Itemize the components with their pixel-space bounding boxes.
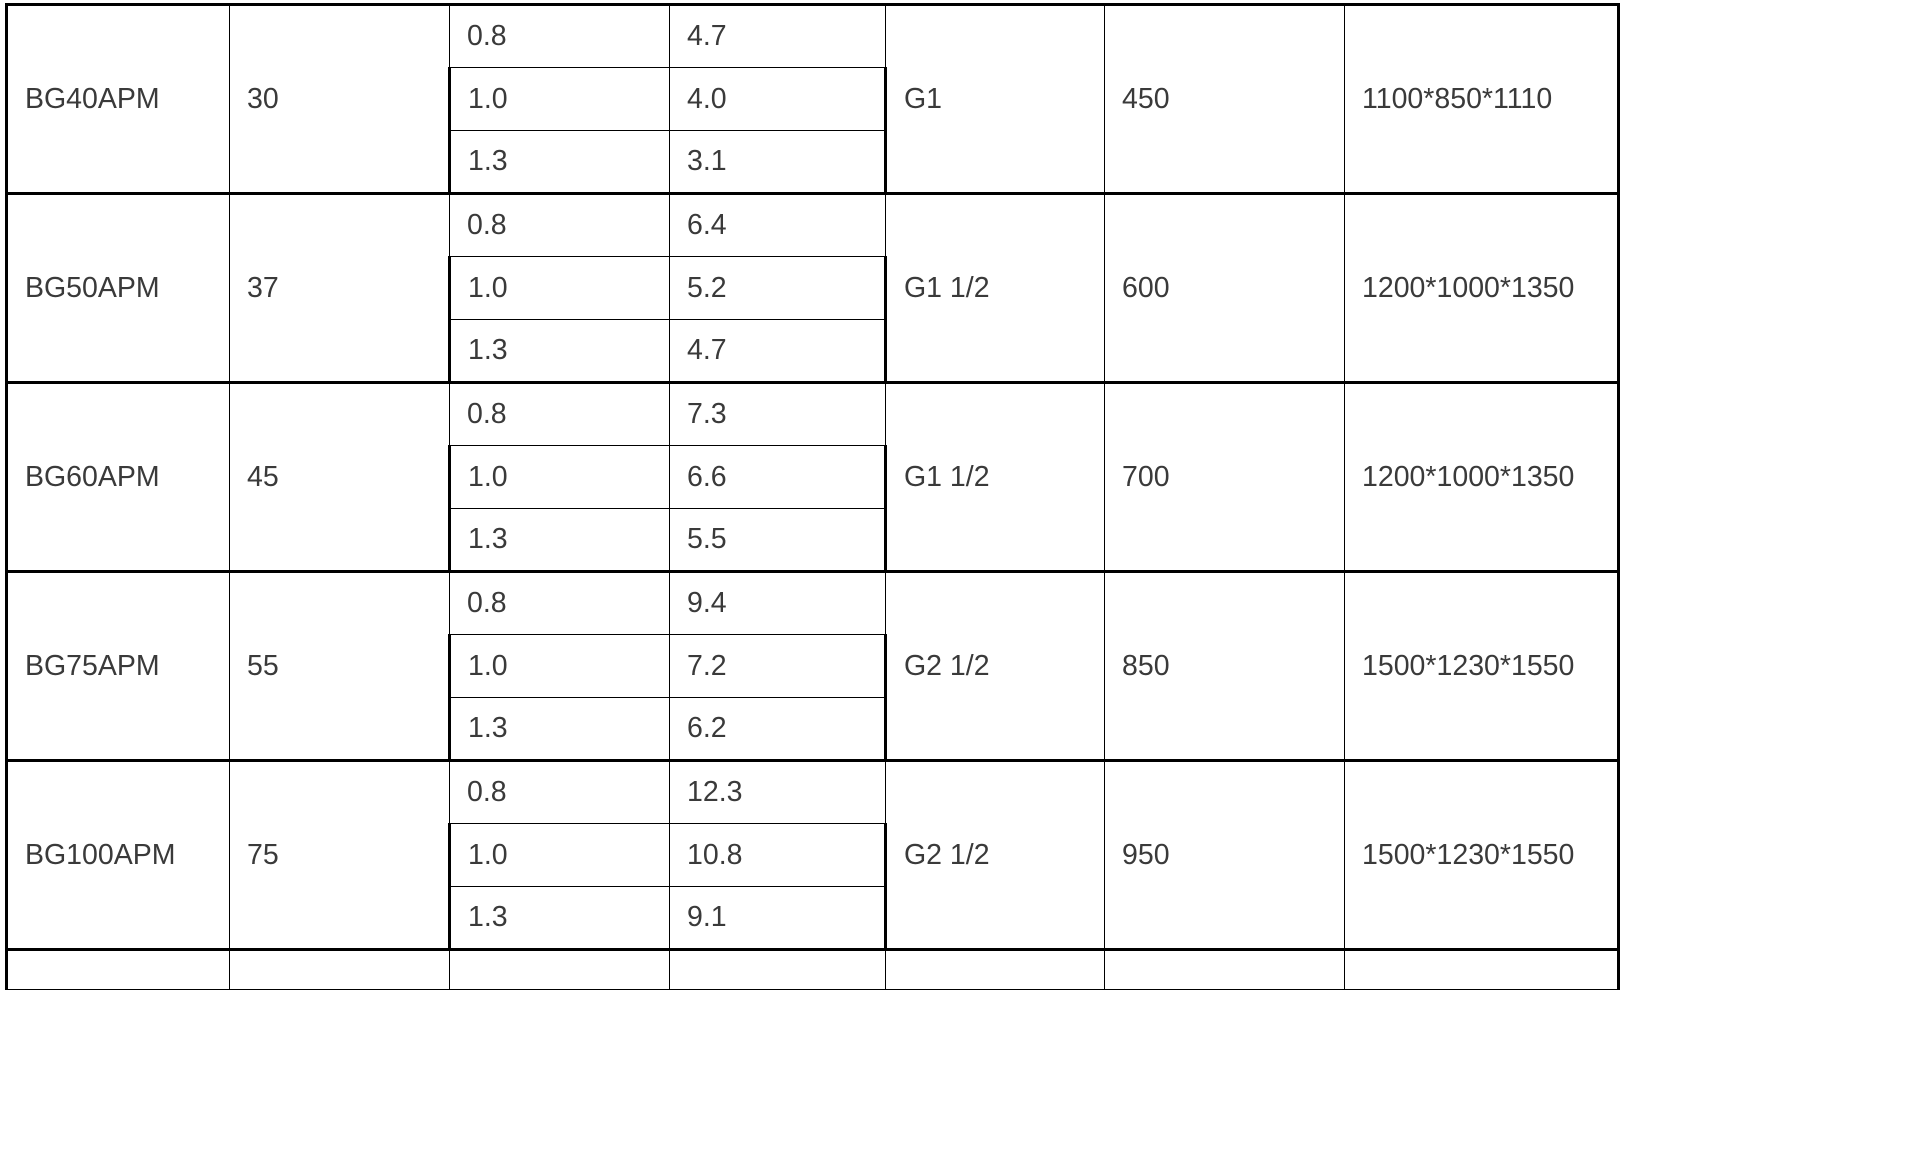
cell-weight: 450 xyxy=(1104,3,1345,194)
cell-outlet: G1 xyxy=(885,3,1105,194)
table-row-group-partial xyxy=(5,948,1620,990)
table-row: 1.0 7.2 xyxy=(7,634,1619,698)
cell-flow: 6.6 xyxy=(669,445,887,509)
cell-pressure: 0.8 xyxy=(449,381,670,446)
cell-flow: 9.1 xyxy=(669,886,887,951)
cell-flow: 4.7 xyxy=(669,3,886,68)
cell-flow: 3.1 xyxy=(669,130,887,194)
cell-outlet xyxy=(885,948,1105,990)
table-row: 1.3 5.5 xyxy=(7,508,1619,572)
cell-pressure: 1.0 xyxy=(448,67,670,131)
cell-outlet: G1 1/2 xyxy=(885,192,1105,383)
cell-pressure: 0.8 xyxy=(449,3,670,68)
cell-power: 45 xyxy=(229,381,450,572)
table-row: BG60APM 45 0.8 7.3 G1 1/2 700 1200*1000*1350 xyxy=(5,381,1620,572)
cell-model: BG75APM xyxy=(5,570,230,761)
cell-pressure: 1.3 xyxy=(448,886,670,951)
cell-model: BG60APM xyxy=(5,381,230,572)
cell-model: BG50APM xyxy=(5,192,230,383)
table-row-group: BG60APM 45 0.8 7.3 G1 1/2 700 1200*1000*1350 1.… xyxy=(5,381,1620,572)
cell-flow: 12.3 xyxy=(669,759,886,824)
table-row: BG50APM 37 0.8 6.4 G1 1/2 600 1200*1000*1350 xyxy=(5,192,1620,383)
cell-dimensions: 1500*1230*1550 xyxy=(1344,759,1620,950)
cell-dimensions xyxy=(1344,948,1620,990)
cell-pressure: 1.3 xyxy=(448,130,670,194)
cell-pressure: 1.3 xyxy=(448,319,670,383)
cell-weight xyxy=(1104,948,1345,990)
cell-weight: 850 xyxy=(1104,570,1345,761)
table-row-group: BG75APM 55 0.8 9.4 G2 1/2 850 1500*1230*1550 1.… xyxy=(5,570,1620,761)
cell-pressure: 0.8 xyxy=(449,759,670,824)
cell-pressure: 1.3 xyxy=(448,508,670,572)
cell-model: BG100APM xyxy=(5,759,230,950)
cell-power: 37 xyxy=(229,192,450,383)
cell-flow: 4.0 xyxy=(669,67,887,131)
cell-dimensions: 1100*850*1110 xyxy=(1344,3,1620,194)
cell-flow: 7.3 xyxy=(669,381,886,446)
cell-flow: 5.2 xyxy=(669,256,887,320)
cell-flow: 4.7 xyxy=(669,319,887,383)
table-row: 1.0 6.6 xyxy=(7,445,1619,509)
cell-pressure: 1.0 xyxy=(448,256,670,320)
cell-flow: 9.4 xyxy=(669,570,886,635)
table-row: BG75APM 55 0.8 9.4 G2 1/2 850 1500*1230*1550 xyxy=(5,570,1620,761)
cell-power: 30 xyxy=(229,3,450,194)
cell-dimensions: 1500*1230*1550 xyxy=(1344,570,1620,761)
cell-flow: 6.2 xyxy=(669,697,887,761)
cell-flow: 10.8 xyxy=(669,823,887,887)
cell-flow: 7.2 xyxy=(669,634,887,698)
table-row: 1.0 10.8 xyxy=(7,823,1619,887)
cell-weight: 950 xyxy=(1104,759,1345,950)
cell-outlet: G2 1/2 xyxy=(885,570,1105,761)
table-row: BG100APM 75 0.8 12.3 G2 1/2 950 1500*1230*1550 xyxy=(5,759,1620,950)
specification-table: BG40APM 30 0.8 4.7 G1 450 1100*850*1110 1.0 4.0 1… xyxy=(5,3,1620,990)
cell-pressure: 0.8 xyxy=(449,570,670,635)
cell-pressure: 0.8 xyxy=(449,192,670,257)
cell-flow xyxy=(669,948,886,990)
table-row-group: BG50APM 37 0.8 6.4 G1 1/2 600 1200*1000*1350 1.… xyxy=(5,192,1620,383)
table-row: 1.3 9.1 xyxy=(7,886,1619,951)
cell-flow: 6.4 xyxy=(669,192,886,257)
cell-power: 55 xyxy=(229,570,450,761)
cell-pressure: 1.0 xyxy=(448,823,670,887)
table-row: 1.0 4.0 xyxy=(7,67,1619,131)
cell-model: BG40APM xyxy=(5,3,230,194)
cell-flow: 5.5 xyxy=(669,508,887,572)
cell-pressure: 1.3 xyxy=(448,697,670,761)
cell-dimensions: 1200*1000*1350 xyxy=(1344,381,1620,572)
cell-dimensions: 1200*1000*1350 xyxy=(1344,192,1620,383)
cell-outlet: G1 1/2 xyxy=(885,381,1105,572)
cell-weight: 600 xyxy=(1104,192,1345,383)
cell-power: 75 xyxy=(229,759,450,950)
cell-pressure: 1.0 xyxy=(448,445,670,509)
table-row-group: BG100APM 75 0.8 12.3 G2 1/2 950 1500*1230*1550… xyxy=(5,759,1620,951)
specification-table-container: BG40APM 30 0.8 4.7 G1 450 1100*850*1110 1.0 4.0 1… xyxy=(0,3,1920,1169)
table-row: BG40APM 30 0.8 4.7 G1 450 1100*850*1110 xyxy=(5,3,1620,194)
table-row xyxy=(5,948,1620,990)
table-row: 1.0 5.2 xyxy=(7,256,1619,320)
cell-weight: 700 xyxy=(1104,381,1345,572)
table-row: 1.3 4.7 xyxy=(7,319,1619,383)
cell-outlet: G2 1/2 xyxy=(885,759,1105,950)
cell-pressure: 1.0 xyxy=(448,634,670,698)
table-row-group: BG40APM 30 0.8 4.7 G1 450 1100*850*1110 1.0 4.0 1… xyxy=(5,3,1620,194)
cell-model xyxy=(5,948,230,990)
cell-power xyxy=(229,948,450,990)
cell-pressure xyxy=(449,948,670,990)
